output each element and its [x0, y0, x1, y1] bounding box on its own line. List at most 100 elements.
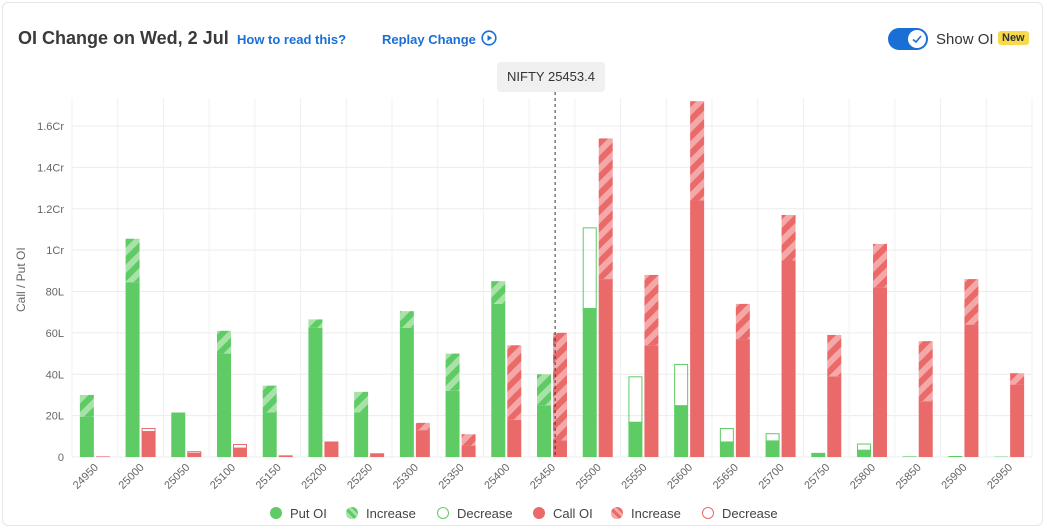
- call-increase-bar: [690, 101, 705, 201]
- call-oi-bar: [644, 345, 659, 457]
- y-tick-label: 0: [58, 452, 64, 464]
- call-oi-bar: [95, 456, 110, 457]
- x-tick-label: 25350: [437, 462, 467, 492]
- call-increase-bar: [735, 303, 750, 340]
- legend-put-oi[interactable]: Put OI: [270, 504, 327, 522]
- call-decrease-bar: [187, 451, 202, 454]
- put-increase-bar: [217, 330, 231, 354]
- put-decrease-bar: [628, 376, 643, 423]
- call-increase-bar: [918, 341, 933, 402]
- put-increase-bar: [262, 385, 277, 413]
- call-oi-bar: [873, 287, 887, 457]
- put-oi-bar: [354, 412, 369, 457]
- replay-change-link[interactable]: Replay Change: [382, 32, 476, 47]
- toggle-knob: [908, 30, 926, 48]
- x-tick-label: 25650: [711, 462, 741, 492]
- call-increase-bar: [873, 243, 887, 288]
- call-oi-bar: [324, 441, 339, 457]
- put-increase-bar: [354, 391, 369, 413]
- put-oi-bar: [674, 405, 689, 457]
- call-increase-bar: [553, 332, 567, 441]
- y-tick-label: 20L: [46, 411, 64, 423]
- put-oi-bar: [308, 327, 323, 457]
- y-tick-label: 1.2Cr: [37, 204, 64, 216]
- legend-label: Put OI: [290, 505, 327, 521]
- put-oi-bar: [217, 353, 231, 457]
- y-axis-title: Call / Put OI: [14, 247, 28, 312]
- put-oi-bar: [582, 308, 597, 457]
- y-tick-label: 1Cr: [46, 245, 64, 257]
- call-oi-bar: [918, 401, 933, 457]
- legend-swatch-put-increase: [346, 507, 358, 519]
- x-tick-label: 25950: [985, 462, 1015, 492]
- show-oi-label: Show OI: [936, 31, 994, 48]
- legend-put-decrease[interactable]: Decrease: [437, 504, 513, 522]
- call-decrease-bar: [233, 443, 247, 449]
- call-oi-bar: [598, 279, 613, 457]
- call-increase-bar: [781, 214, 796, 261]
- call-decrease-bar: [141, 428, 156, 433]
- put-increase-bar: [537, 374, 551, 406]
- chart-legend: Put OI Increase Decrease Call OI Increas…: [0, 504, 1045, 522]
- x-tick-label: 25400: [482, 462, 512, 492]
- call-increase-bar: [827, 334, 842, 377]
- call-oi-bar: [735, 339, 750, 457]
- call-oi-bar: [461, 445, 476, 457]
- y-tick-label: 60L: [46, 328, 64, 340]
- call-oi-bar: [827, 376, 842, 457]
- x-tick-label: 25600: [665, 462, 695, 492]
- page-title: OI Change on Wed, 2 Jul: [18, 28, 229, 48]
- legend-label: Decrease: [457, 505, 513, 521]
- legend-call-decrease[interactable]: Decrease: [702, 504, 778, 522]
- put-increase-bar: [308, 319, 323, 328]
- put-oi-bar: [125, 282, 140, 457]
- call-increase-bar: [507, 345, 522, 420]
- call-oi-bar: [141, 431, 156, 457]
- x-tick-label: 25550: [619, 462, 649, 492]
- put-oi-bar: [445, 390, 460, 457]
- put-oi-bar: [491, 303, 506, 457]
- put-oi-bar: [399, 327, 414, 457]
- put-decrease-bar: [582, 227, 597, 310]
- put-oi-bar: [902, 456, 917, 457]
- show-oi-toggle[interactable]: [888, 28, 928, 50]
- spot-price-label: NIFTY 25453.4: [497, 62, 605, 92]
- new-badge: New: [998, 31, 1029, 45]
- x-tick-label: 25300: [391, 462, 421, 492]
- y-tick-label: 1.6Cr: [37, 121, 64, 133]
- call-oi-bar: [553, 440, 567, 457]
- x-tick-label: 25450: [528, 462, 558, 492]
- legend-label: Decrease: [722, 505, 778, 521]
- play-circle-icon[interactable]: [481, 30, 497, 46]
- legend-put-increase[interactable]: Increase: [346, 504, 416, 522]
- put-oi-bar: [811, 452, 826, 457]
- x-tick-label: 25700: [757, 462, 787, 492]
- x-tick-label: 25800: [848, 462, 878, 492]
- call-oi-bar: [370, 453, 385, 457]
- call-oi-bar: [690, 200, 705, 457]
- put-decrease-bar: [765, 433, 780, 442]
- put-oi-bar: [719, 441, 734, 457]
- call-oi-bar: [415, 430, 430, 457]
- x-tick-label: 25250: [345, 462, 375, 492]
- x-tick-label: 25900: [939, 462, 969, 492]
- how-to-read-link[interactable]: How to read this?: [237, 32, 347, 47]
- call-increase-bar: [644, 274, 659, 346]
- legend-call-oi[interactable]: Call OI: [533, 504, 593, 522]
- legend-swatch-call-increase: [611, 507, 623, 519]
- x-tick-label: 24950: [71, 462, 101, 492]
- legend-swatch-call-decrease: [702, 507, 714, 519]
- put-increase-bar: [399, 311, 414, 328]
- put-oi-bar: [79, 416, 94, 457]
- call-increase-bar: [461, 434, 476, 446]
- legend-label: Increase: [631, 505, 681, 521]
- call-oi-bar: [187, 452, 202, 457]
- call-oi-bar: [233, 447, 247, 457]
- x-tick-label: 25150: [254, 462, 284, 492]
- call-oi-bar: [964, 324, 979, 457]
- call-increase-bar: [964, 279, 979, 325]
- legend-call-increase[interactable]: Increase: [611, 504, 681, 522]
- legend-swatch-call: [533, 507, 545, 519]
- put-decrease-bar: [857, 443, 871, 451]
- put-oi-bar: [628, 421, 643, 457]
